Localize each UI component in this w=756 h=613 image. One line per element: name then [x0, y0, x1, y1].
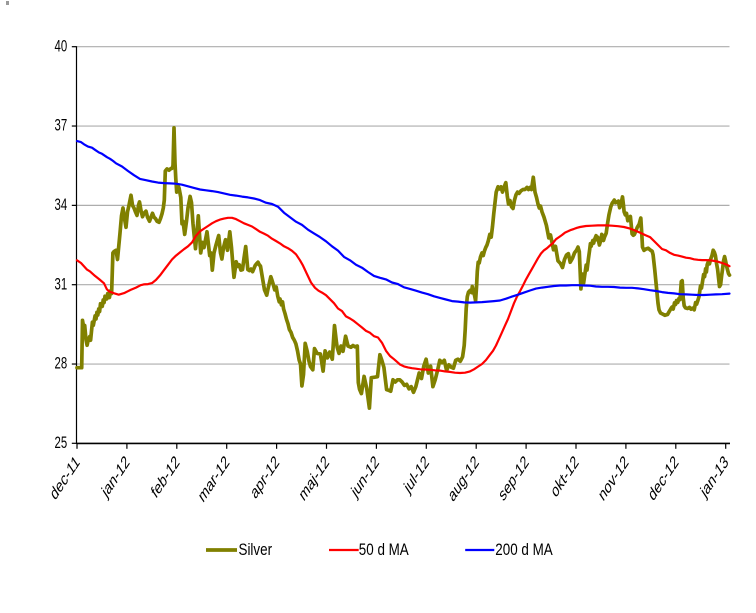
svg-text:34: 34: [55, 196, 68, 215]
svg-text:200 d MA: 200 d MA: [495, 541, 553, 560]
svg-text:28: 28: [55, 355, 68, 374]
svg-text:40: 40: [55, 37, 68, 56]
svg-text:37: 37: [55, 117, 68, 136]
svg-text:50 d MA: 50 d MA: [359, 541, 410, 560]
svg-text:Silver: Silver: [239, 541, 273, 560]
svg-text:25: 25: [55, 434, 68, 453]
svg-text:31: 31: [55, 275, 68, 294]
